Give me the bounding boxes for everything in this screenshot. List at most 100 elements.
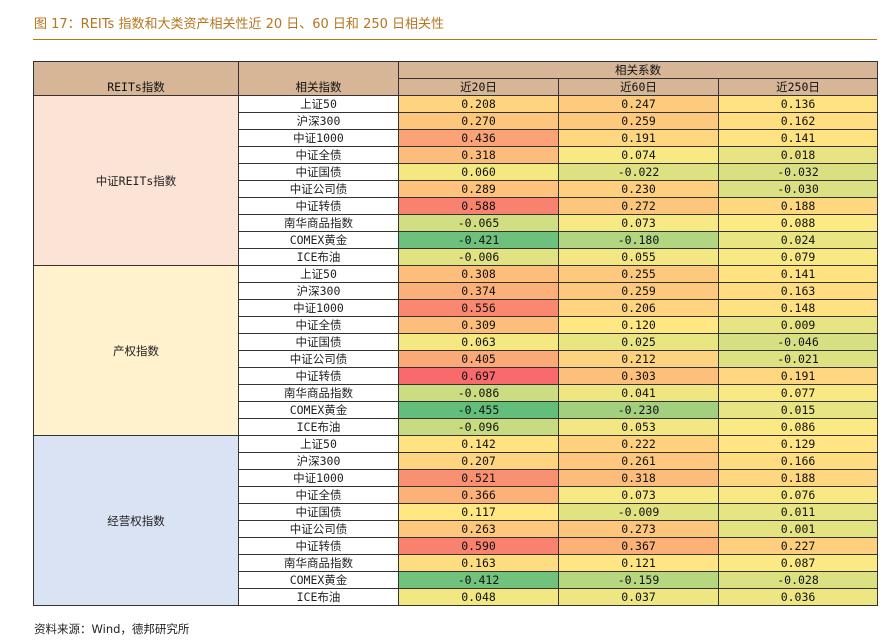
correlation-value-20d: 0.163 — [398, 554, 559, 572]
correlation-value-20d: 0.207 — [398, 452, 559, 470]
correlation-value-250d: 0.011 — [717, 503, 879, 521]
table-row: 中证转债 0.697 0.303 0.191 — [34, 367, 879, 385]
correlation-value-250d: 0.191 — [717, 367, 879, 385]
header-period-250d: 近250日 — [717, 78, 879, 96]
related-index-name: 中证公司债 — [238, 180, 399, 198]
table-row: ICE布油 -0.096 0.053 0.086 — [34, 418, 879, 436]
table-row: 中证REITs指数 上证50 0.208 0.247 0.136 — [33, 95, 879, 266]
correlation-value-60d: -0.009 — [558, 503, 719, 521]
correlation-value-250d: 0.009 — [717, 316, 879, 334]
correlation-value-60d: -0.159 — [558, 571, 719, 589]
related-index-name: 中证公司债 — [238, 520, 399, 538]
table-row: 中证公司债 0.405 0.212 -0.021 — [34, 350, 879, 368]
related-index-name: COMEX黄金 — [238, 571, 399, 589]
correlation-value-250d: 0.087 — [717, 554, 879, 572]
correlation-value-20d: 0.366 — [398, 486, 559, 504]
correlation-value-60d: 0.318 — [558, 469, 719, 487]
header-related-index: 相关指数 — [238, 61, 399, 96]
correlation-value-250d: -0.021 — [717, 350, 879, 368]
correlation-value-60d: 0.273 — [558, 520, 719, 538]
related-index-name: 中证国债 — [238, 163, 399, 181]
correlation-value-250d: 0.148 — [717, 299, 879, 317]
table-row: 南华商品指数 0.163 0.121 0.087 — [34, 554, 879, 572]
correlation-table: REITs指数 相关指数 相关系数 近20日 近60日 近250日 中证REIT… — [33, 61, 879, 606]
correlation-value-250d: 0.036 — [717, 588, 879, 606]
correlation-value-20d: -0.455 — [398, 401, 559, 419]
correlation-value-250d: 0.188 — [717, 469, 879, 487]
related-index-name: 中证全债 — [238, 146, 399, 164]
related-index-name: 中证公司债 — [238, 350, 399, 368]
correlation-value-60d: 0.120 — [558, 316, 719, 334]
correlation-value-60d: 0.055 — [558, 248, 719, 266]
correlation-value-20d: -0.096 — [398, 418, 559, 436]
correlation-value-20d: 0.270 — [398, 112, 559, 130]
correlation-value-250d: 0.227 — [717, 537, 879, 555]
correlation-value-250d: 0.076 — [717, 486, 879, 504]
figure-title: 图 17：REITs 指数和大类资产相关性近 20 日、60 日和 250 日相… — [34, 17, 445, 32]
correlation-value-60d: 0.303 — [558, 367, 719, 385]
correlation-value-250d: 0.015 — [717, 401, 879, 419]
correlation-value-20d: 0.048 — [398, 588, 559, 606]
correlation-value-60d: -0.022 — [558, 163, 719, 181]
correlation-value-60d: 0.261 — [558, 452, 719, 470]
related-index-name: 中证转债 — [238, 537, 399, 555]
table-row: 中证国债 0.060 -0.022 -0.032 — [34, 163, 879, 181]
related-index-name: 中证国债 — [238, 333, 399, 351]
related-index-name: COMEX黄金 — [238, 231, 399, 249]
related-index-name: 中证转债 — [238, 367, 399, 385]
correlation-value-250d: 0.077 — [717, 384, 879, 402]
correlation-value-60d: 0.206 — [558, 299, 719, 317]
correlation-value-20d: 0.374 — [398, 282, 559, 300]
table-row: 中证1000 0.521 0.318 0.188 — [34, 469, 879, 487]
related-index-name: 中证1000 — [238, 299, 399, 317]
correlation-value-60d: 0.041 — [558, 384, 719, 402]
correlation-value-250d: 0.024 — [717, 231, 879, 249]
correlation-value-20d: -0.421 — [398, 231, 559, 249]
table-body: 中证REITs指数 上证50 0.208 0.247 0.136 沪深300 0.270 0.… — [33, 95, 879, 606]
related-index-name: 中证1000 — [238, 129, 399, 147]
group-label: 中证REITs指数 — [33, 95, 239, 266]
table-row: 经营权指数 上证50 0.142 0.222 0.129 — [33, 435, 879, 606]
correlation-value-60d: -0.230 — [558, 401, 719, 419]
related-index-name: 南华商品指数 — [238, 384, 399, 402]
correlation-value-250d: 0.018 — [717, 146, 879, 164]
correlation-value-20d: 0.208 — [398, 95, 559, 113]
table-row: 中证1000 0.556 0.206 0.148 — [34, 299, 879, 317]
related-index-name: 上证50 — [238, 265, 399, 283]
table-row: 中证公司债 0.289 0.230 -0.030 — [34, 180, 879, 198]
group-label: 经营权指数 — [33, 435, 239, 606]
header-correlation: 相关系数 — [397, 61, 879, 79]
correlation-value-20d: -0.412 — [398, 571, 559, 589]
correlation-value-250d: 0.001 — [717, 520, 879, 538]
header-reits-index: REITs指数 — [33, 61, 239, 96]
table-row: 沪深300 0.270 0.259 0.162 — [34, 112, 879, 130]
table-row: ICE布油 -0.006 0.055 0.079 — [34, 248, 879, 266]
table-row: 南华商品指数 -0.065 0.073 0.088 — [34, 214, 879, 232]
correlation-value-250d: -0.046 — [717, 333, 879, 351]
correlation-value-20d: 0.556 — [398, 299, 559, 317]
related-index-name: 中证国债 — [238, 503, 399, 521]
correlation-value-250d: 0.129 — [717, 435, 879, 453]
related-index-name: 中证全债 — [238, 486, 399, 504]
correlation-value-250d: 0.188 — [717, 197, 879, 215]
correlation-value-20d: -0.006 — [398, 248, 559, 266]
related-index-name: COMEX黄金 — [238, 401, 399, 419]
table-row: COMEX黄金 -0.412 -0.159 -0.028 — [34, 571, 879, 589]
correlation-value-60d: 0.025 — [558, 333, 719, 351]
table-row: 沪深300 0.207 0.261 0.166 — [34, 452, 879, 470]
correlation-value-250d: 0.166 — [717, 452, 879, 470]
correlation-value-250d: 0.141 — [717, 265, 879, 283]
correlation-value-60d: 0.037 — [558, 588, 719, 606]
header-period-60d: 近60日 — [558, 78, 719, 96]
correlation-value-250d: 0.079 — [717, 248, 879, 266]
related-index-name: 南华商品指数 — [238, 554, 399, 572]
source-note: 资料来源：Wind，德邦研究所 — [34, 622, 190, 636]
table-row: 中证国债 0.117 -0.009 0.011 — [34, 503, 879, 521]
correlation-value-60d: 0.255 — [558, 265, 719, 283]
table-row: 中证全债 0.318 0.074 0.018 — [34, 146, 879, 164]
correlation-value-20d: 0.117 — [398, 503, 559, 521]
correlation-value-20d: 0.588 — [398, 197, 559, 215]
correlation-value-20d: 0.289 — [398, 180, 559, 198]
correlation-value-60d: 0.073 — [558, 214, 719, 232]
correlation-value-250d: 0.141 — [717, 129, 879, 147]
